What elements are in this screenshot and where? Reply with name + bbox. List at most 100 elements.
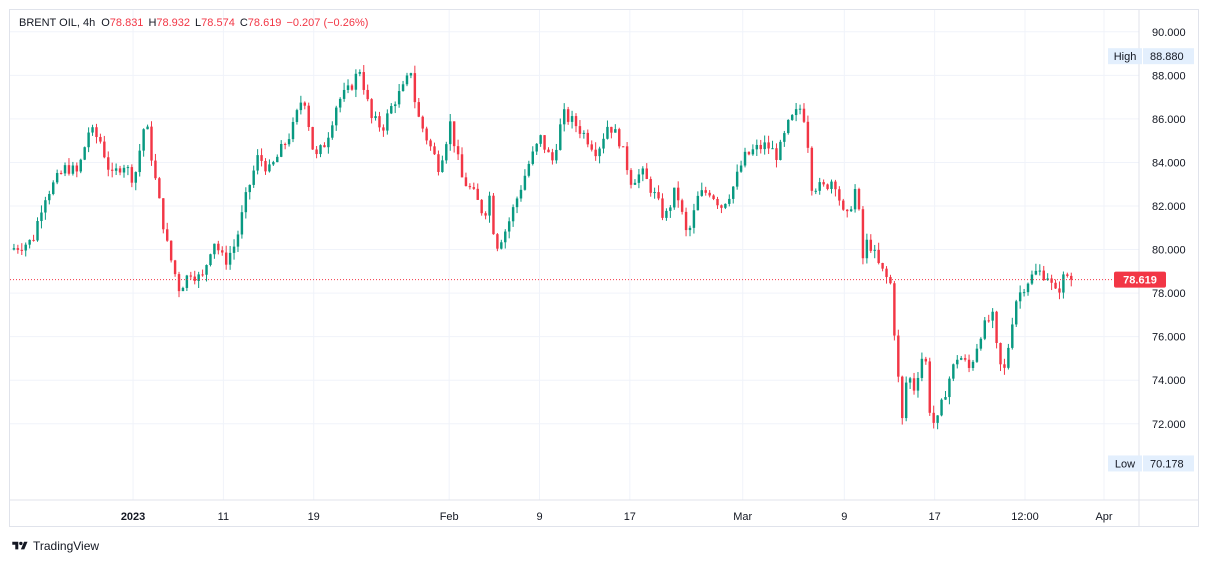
candle-body	[315, 149, 318, 155]
candle-body	[763, 142, 766, 150]
candle-body	[739, 165, 743, 172]
candle-body	[401, 84, 405, 92]
candle-body	[802, 108, 806, 122]
candle-body	[901, 376, 904, 419]
candle-body	[897, 335, 900, 377]
candle-body	[783, 133, 786, 142]
candle-body	[1046, 278, 1049, 280]
candle-body	[295, 110, 299, 122]
candle-body	[838, 189, 841, 201]
high-marker-value: 88.880	[1150, 51, 1184, 63]
candle-body	[908, 378, 912, 383]
candle-body	[948, 378, 951, 398]
candle-body	[728, 198, 731, 204]
candle-body	[472, 187, 476, 189]
candle-body	[488, 195, 491, 216]
candle-body	[657, 192, 660, 199]
candle-body	[130, 167, 134, 183]
chart-frame[interactable]	[9, 9, 1199, 527]
symbol-label: BRENT OIL, 4h	[19, 17, 96, 29]
candle-body	[24, 244, 27, 251]
candle-body	[641, 168, 645, 175]
candle-body	[794, 109, 798, 116]
candle-body	[240, 212, 244, 235]
candle-body	[346, 85, 350, 90]
candle-body	[700, 190, 704, 196]
candle-body	[224, 252, 228, 265]
candle-body	[248, 184, 251, 193]
y-tick-label: 78.000	[1152, 288, 1186, 300]
candle-body	[452, 121, 456, 147]
candle-body	[79, 159, 82, 172]
tradingview-logo[interactable]: TradingView	[11, 539, 99, 553]
candle-body	[849, 209, 853, 212]
candle-body	[818, 182, 821, 191]
high-label: H	[148, 17, 157, 29]
candle-body	[283, 144, 287, 146]
candle-body	[354, 73, 358, 90]
candle-body	[36, 221, 39, 241]
candle-body	[602, 138, 605, 149]
candle-body	[787, 119, 790, 134]
candle-body	[425, 128, 428, 141]
candle-body	[142, 129, 145, 151]
candle-body	[476, 188, 479, 200]
candle-body	[236, 234, 240, 247]
x-tick-label: 17	[624, 511, 636, 523]
candle-body	[154, 160, 157, 179]
candle-body	[956, 359, 959, 365]
candle-body	[720, 205, 723, 208]
candle-body	[173, 260, 177, 275]
candle-body	[1026, 283, 1030, 293]
candle-body	[12, 248, 16, 250]
open-label: O	[101, 17, 110, 29]
x-tick-label: 12:00	[1011, 511, 1039, 523]
candle-body	[716, 198, 719, 206]
candle-body	[335, 107, 338, 126]
candle-body	[999, 343, 1002, 365]
y-tick-label: 84.000	[1152, 157, 1186, 169]
candle-body	[217, 243, 220, 251]
candle-body	[28, 239, 31, 245]
candle-body	[708, 192, 711, 196]
candle-body	[991, 311, 994, 321]
high-marker-label-bg	[1108, 48, 1142, 65]
candle-body	[944, 397, 947, 400]
candle-body	[232, 246, 236, 253]
x-tick-label: 9	[536, 511, 542, 523]
candle-body	[889, 277, 892, 284]
candle-body	[480, 199, 483, 214]
candle-body	[221, 250, 224, 253]
x-tick-label: 17	[929, 511, 941, 523]
candle-body	[291, 121, 295, 140]
candle-body	[181, 287, 185, 292]
candle-body	[464, 177, 468, 187]
low-marker-value-bg	[1143, 455, 1194, 472]
candle-body	[386, 113, 389, 131]
candle-body	[1070, 275, 1073, 280]
candle-body	[645, 168, 648, 180]
candle-body	[614, 129, 617, 133]
candle-body	[311, 127, 314, 150]
candle-body	[547, 149, 550, 153]
candle-body	[519, 189, 523, 199]
x-tick-label: Apr	[1095, 511, 1112, 523]
candle-body	[932, 412, 935, 423]
candle-body	[1003, 364, 1006, 368]
candle-body	[59, 172, 63, 174]
candle-body	[327, 137, 330, 148]
candle-body	[842, 200, 845, 210]
low-label: L	[195, 17, 202, 29]
candle-body	[531, 151, 534, 164]
candle-body	[735, 171, 739, 187]
candle-body	[1054, 282, 1057, 289]
candle-body	[893, 283, 896, 336]
candle-body	[1018, 292, 1022, 302]
candle-body	[924, 358, 928, 362]
candle-body	[374, 116, 377, 119]
candle-body	[629, 170, 633, 185]
candle-body	[87, 132, 90, 148]
candle-body	[574, 116, 578, 127]
candle-body	[995, 311, 998, 344]
